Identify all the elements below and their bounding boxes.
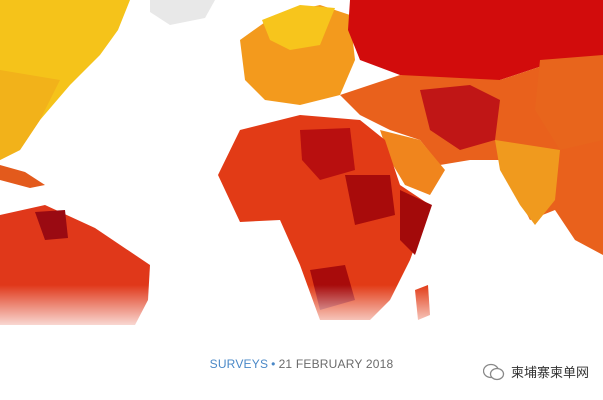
sudan	[345, 175, 395, 225]
category[interactable]: SURVEYS	[209, 357, 269, 371]
separator: •	[271, 357, 276, 371]
watermark-text: 柬埔寨柬单网	[510, 365, 589, 380]
central-asia	[420, 85, 500, 150]
watermark: 柬埔寨柬单网	[482, 362, 589, 381]
arabia	[380, 130, 445, 195]
india	[495, 140, 560, 225]
wechat-icon	[482, 363, 505, 380]
caption: SURVEYS • 21 FEBRUARY 2018	[0, 357, 603, 371]
scandinavia	[262, 5, 335, 50]
usa	[0, 70, 60, 160]
venezuela	[35, 210, 68, 240]
central-america	[0, 165, 45, 188]
footer-bg	[0, 334, 603, 400]
china	[535, 55, 603, 150]
greenland	[150, 0, 215, 25]
date: 21 FEBRUARY 2018	[278, 357, 394, 371]
libya-chad	[300, 128, 355, 180]
somalia	[400, 190, 432, 255]
russia	[348, 0, 603, 85]
africa	[218, 115, 430, 320]
fade-overlay	[0, 285, 603, 335]
